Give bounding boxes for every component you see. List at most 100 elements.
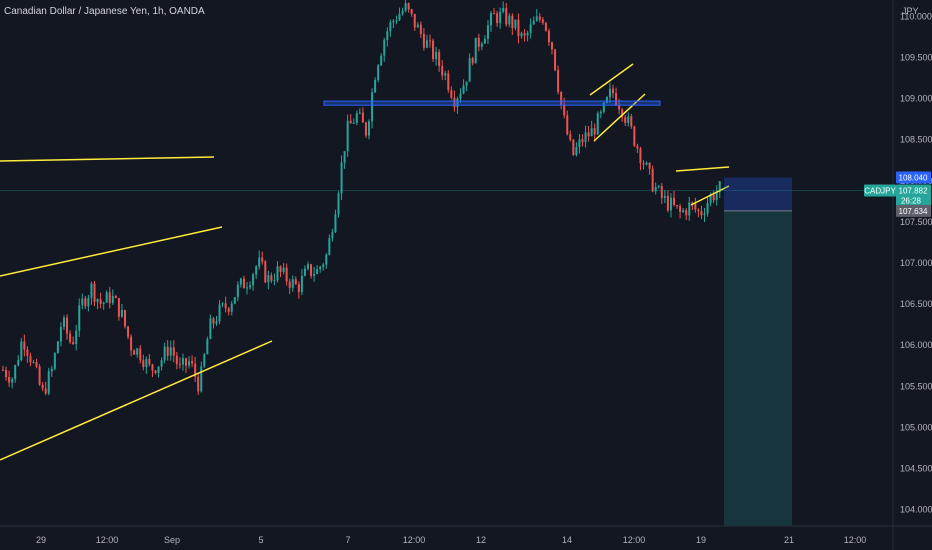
candle-body [447,73,450,91]
candle-body [108,292,111,304]
y-axis-unit: JPY [902,6,919,16]
candle-body [450,90,453,98]
candle-body [349,120,352,124]
candle-body [505,7,508,25]
candle-body [615,93,618,105]
candle-body [325,254,328,265]
candle-body [462,85,465,94]
candle-body [212,318,215,324]
x-tick-label: 14 [562,535,572,545]
candle-body [233,297,236,304]
candle-body [590,128,593,137]
y-tick-label: 107.000 [900,258,932,268]
candle-body [581,139,584,143]
y-tick-label: 105.000 [900,422,932,432]
candle-body [102,302,105,304]
trendline [593,93,646,142]
candle-body [666,195,669,211]
candle-body [374,79,377,93]
candle-body [691,202,694,204]
x-tick-label: 12:00 [623,535,646,545]
candle-body [526,32,529,36]
candle-body [389,22,392,32]
drawings-group [0,63,893,526]
symbol-tag [864,184,896,197]
candle-body [227,308,230,312]
candle-body [264,261,267,283]
candle-body [486,25,489,39]
candle-body [41,384,44,389]
candle-body [26,349,29,356]
candle-body [429,40,431,42]
candle-body [343,151,346,163]
candle-body [322,264,325,267]
x-tick-label: 12 [476,535,486,545]
candle-body [605,97,608,103]
candle-body [630,116,633,127]
candle-body [319,266,322,270]
candle-body [218,304,221,322]
candle-body [511,15,514,29]
candle-body [386,31,389,41]
candle-body [490,13,492,26]
candle-body [456,98,459,107]
candle-body [53,353,56,369]
candle-body [453,97,456,107]
candle-body [114,295,117,299]
trendline [0,156,215,162]
chart-title: Canadian Dollar / Japanese Yen, 1h, OAND… [4,6,205,17]
candle-body [8,377,11,383]
candle-body [2,369,4,371]
candle-body [700,211,703,216]
candle-body [96,299,99,302]
candle-body [624,117,627,123]
candle-body [560,91,563,105]
candle-body [532,20,535,25]
candle-body [554,49,557,70]
candle-body [441,66,444,76]
entry-price-label: 107.634 [899,207,928,216]
resistance-zone [323,100,661,106]
stop-price-label: 108.040 [899,174,928,183]
y-tick-label: 106.500 [900,299,932,309]
candle-body [380,55,383,66]
candle-body [215,321,218,324]
x-tick-label: 19 [696,535,706,545]
candle-body [547,30,550,43]
candle-body [267,275,270,283]
candle-body [246,287,248,289]
candle-body [639,148,642,164]
candle-body [502,7,505,12]
candle-body [328,238,331,255]
candle-body [44,388,47,394]
trendline [690,185,730,206]
candle-body [480,43,483,47]
candle-body [435,52,438,60]
candle-body [130,336,133,351]
candle-body [673,197,675,206]
candle-body [288,281,291,288]
candle-body [416,24,419,28]
candle-body [17,360,20,366]
candle-body [410,9,413,14]
candle-body [303,268,306,276]
candle-body [584,132,587,143]
candle-body [444,73,447,76]
candle-body [5,370,8,378]
trendline [0,226,223,277]
candle-body [627,116,630,123]
candle-body [404,3,407,11]
candle-body [587,132,590,137]
candle-body [566,115,569,135]
candle-body [175,355,178,365]
candle-body [279,266,282,272]
candle-body [185,358,187,366]
candle-body [239,278,242,285]
candle-body [252,274,255,286]
candle-body [529,24,532,33]
candle-body [47,371,50,394]
candle-body [255,266,258,275]
candle-body [249,285,252,288]
